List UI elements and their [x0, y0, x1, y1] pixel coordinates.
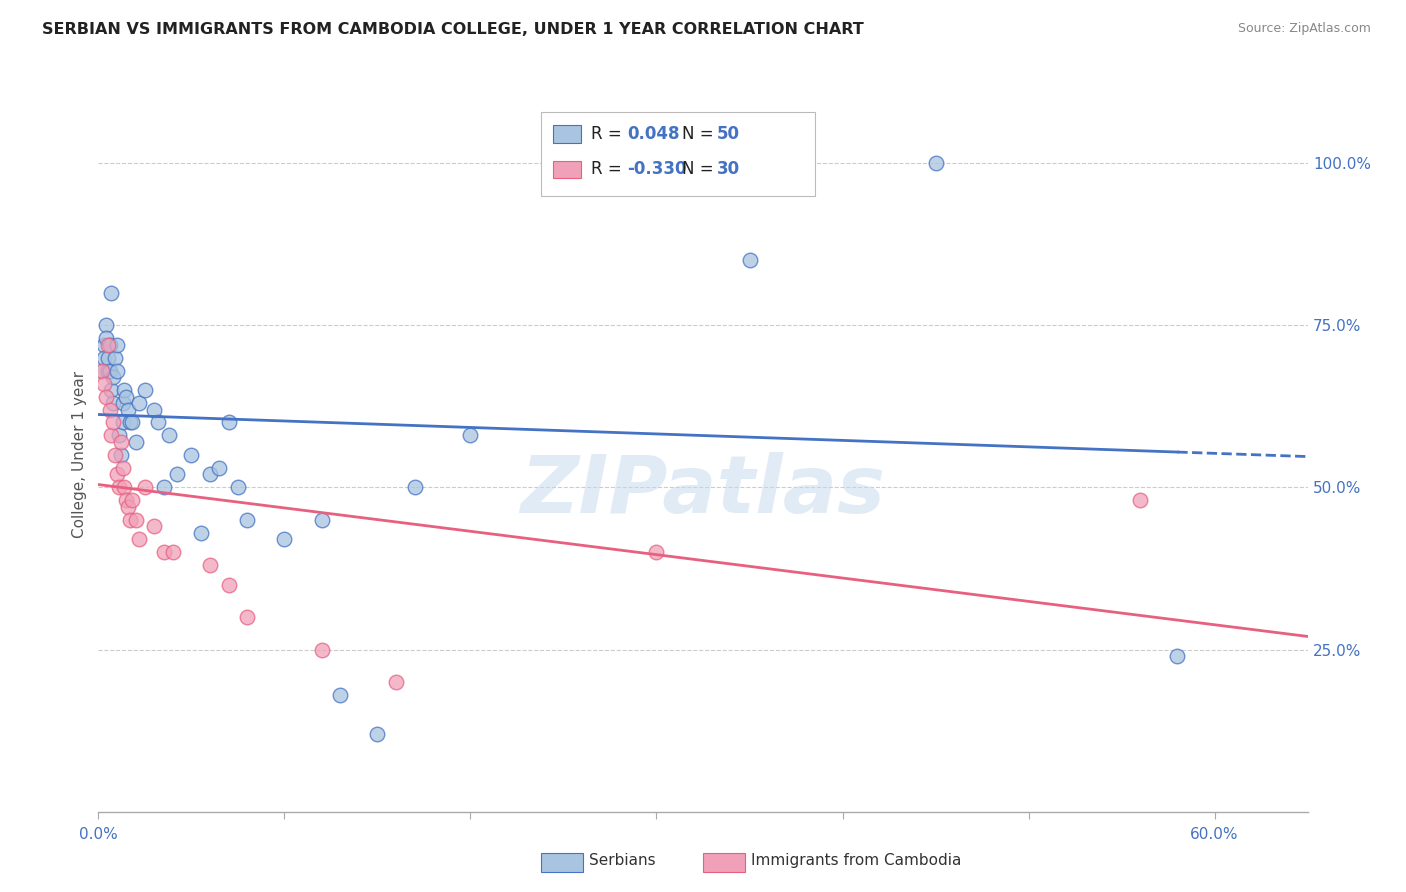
- Point: [180, 448, 202, 462]
- Point: [645, 545, 668, 559]
- Point: [134, 383, 156, 397]
- Point: [97, 351, 120, 365]
- Point: [98, 402, 121, 417]
- Point: [146, 416, 169, 430]
- Point: [118, 513, 141, 527]
- Point: [236, 610, 259, 624]
- Point: [93, 337, 115, 351]
- Point: [93, 376, 115, 391]
- Point: [91, 363, 114, 377]
- Y-axis label: College, Under 1 year: College, Under 1 year: [72, 371, 87, 539]
- Text: Immigrants from Cambodia: Immigrants from Cambodia: [751, 854, 962, 868]
- Point: [236, 513, 259, 527]
- Point: [128, 533, 150, 547]
- Text: Source: ZipAtlas.com: Source: ZipAtlas.com: [1237, 22, 1371, 36]
- Point: [93, 351, 115, 365]
- Point: [226, 480, 249, 494]
- Point: [162, 545, 184, 559]
- Point: [111, 396, 134, 410]
- Point: [124, 513, 146, 527]
- Point: [94, 318, 117, 333]
- Point: [104, 351, 127, 365]
- Point: [128, 396, 150, 410]
- Point: [121, 416, 143, 430]
- Point: [218, 577, 240, 591]
- Point: [105, 337, 128, 351]
- Point: [100, 383, 122, 397]
- Point: [103, 416, 125, 430]
- Point: [329, 688, 352, 702]
- Text: Serbians: Serbians: [589, 854, 655, 868]
- Point: [111, 416, 134, 430]
- Point: [208, 461, 231, 475]
- Point: [97, 337, 120, 351]
- Point: [114, 383, 136, 397]
- Point: [94, 331, 117, 345]
- Text: -0.330: -0.330: [627, 161, 686, 178]
- Point: [97, 363, 120, 377]
- Point: [124, 434, 146, 449]
- Point: [103, 370, 125, 384]
- Text: ZIPatlas: ZIPatlas: [520, 451, 886, 530]
- Point: [110, 448, 132, 462]
- Point: [117, 402, 139, 417]
- Point: [100, 428, 122, 442]
- Point: [198, 558, 221, 573]
- Point: [114, 480, 136, 494]
- Point: [385, 675, 408, 690]
- Text: R =: R =: [591, 161, 627, 178]
- Text: N =: N =: [682, 125, 718, 143]
- Point: [115, 493, 138, 508]
- Point: [98, 363, 121, 377]
- Point: [100, 285, 122, 300]
- Text: 50: 50: [717, 125, 740, 143]
- Point: [111, 461, 134, 475]
- Point: [91, 363, 114, 377]
- Point: [105, 467, 128, 482]
- Point: [134, 480, 156, 494]
- Point: [166, 467, 188, 482]
- Point: [924, 156, 946, 170]
- Point: [738, 253, 761, 268]
- Point: [105, 363, 128, 377]
- Point: [108, 480, 131, 494]
- Text: 30: 30: [717, 161, 740, 178]
- Text: N =: N =: [682, 161, 718, 178]
- Text: 0.048: 0.048: [627, 125, 679, 143]
- Point: [152, 480, 174, 494]
- Point: [118, 416, 141, 430]
- Point: [143, 519, 166, 533]
- Point: [94, 390, 117, 404]
- Point: [115, 390, 138, 404]
- Point: [103, 396, 125, 410]
- Point: [311, 513, 333, 527]
- Point: [108, 428, 131, 442]
- Point: [98, 337, 121, 351]
- Point: [1129, 493, 1152, 508]
- Point: [190, 525, 212, 540]
- Point: [218, 416, 240, 430]
- Point: [607, 156, 630, 170]
- Point: [273, 533, 295, 547]
- Point: [143, 402, 166, 417]
- Point: [198, 467, 221, 482]
- Text: R =: R =: [591, 125, 627, 143]
- Point: [110, 434, 132, 449]
- Text: SERBIAN VS IMMIGRANTS FROM CAMBODIA COLLEGE, UNDER 1 YEAR CORRELATION CHART: SERBIAN VS IMMIGRANTS FROM CAMBODIA COLL…: [42, 22, 863, 37]
- Point: [366, 727, 388, 741]
- Point: [117, 500, 139, 514]
- Point: [152, 545, 174, 559]
- Point: [121, 493, 143, 508]
- Point: [460, 428, 482, 442]
- Point: [404, 480, 426, 494]
- Point: [1166, 648, 1188, 663]
- Point: [104, 448, 127, 462]
- Point: [157, 428, 180, 442]
- Point: [311, 642, 333, 657]
